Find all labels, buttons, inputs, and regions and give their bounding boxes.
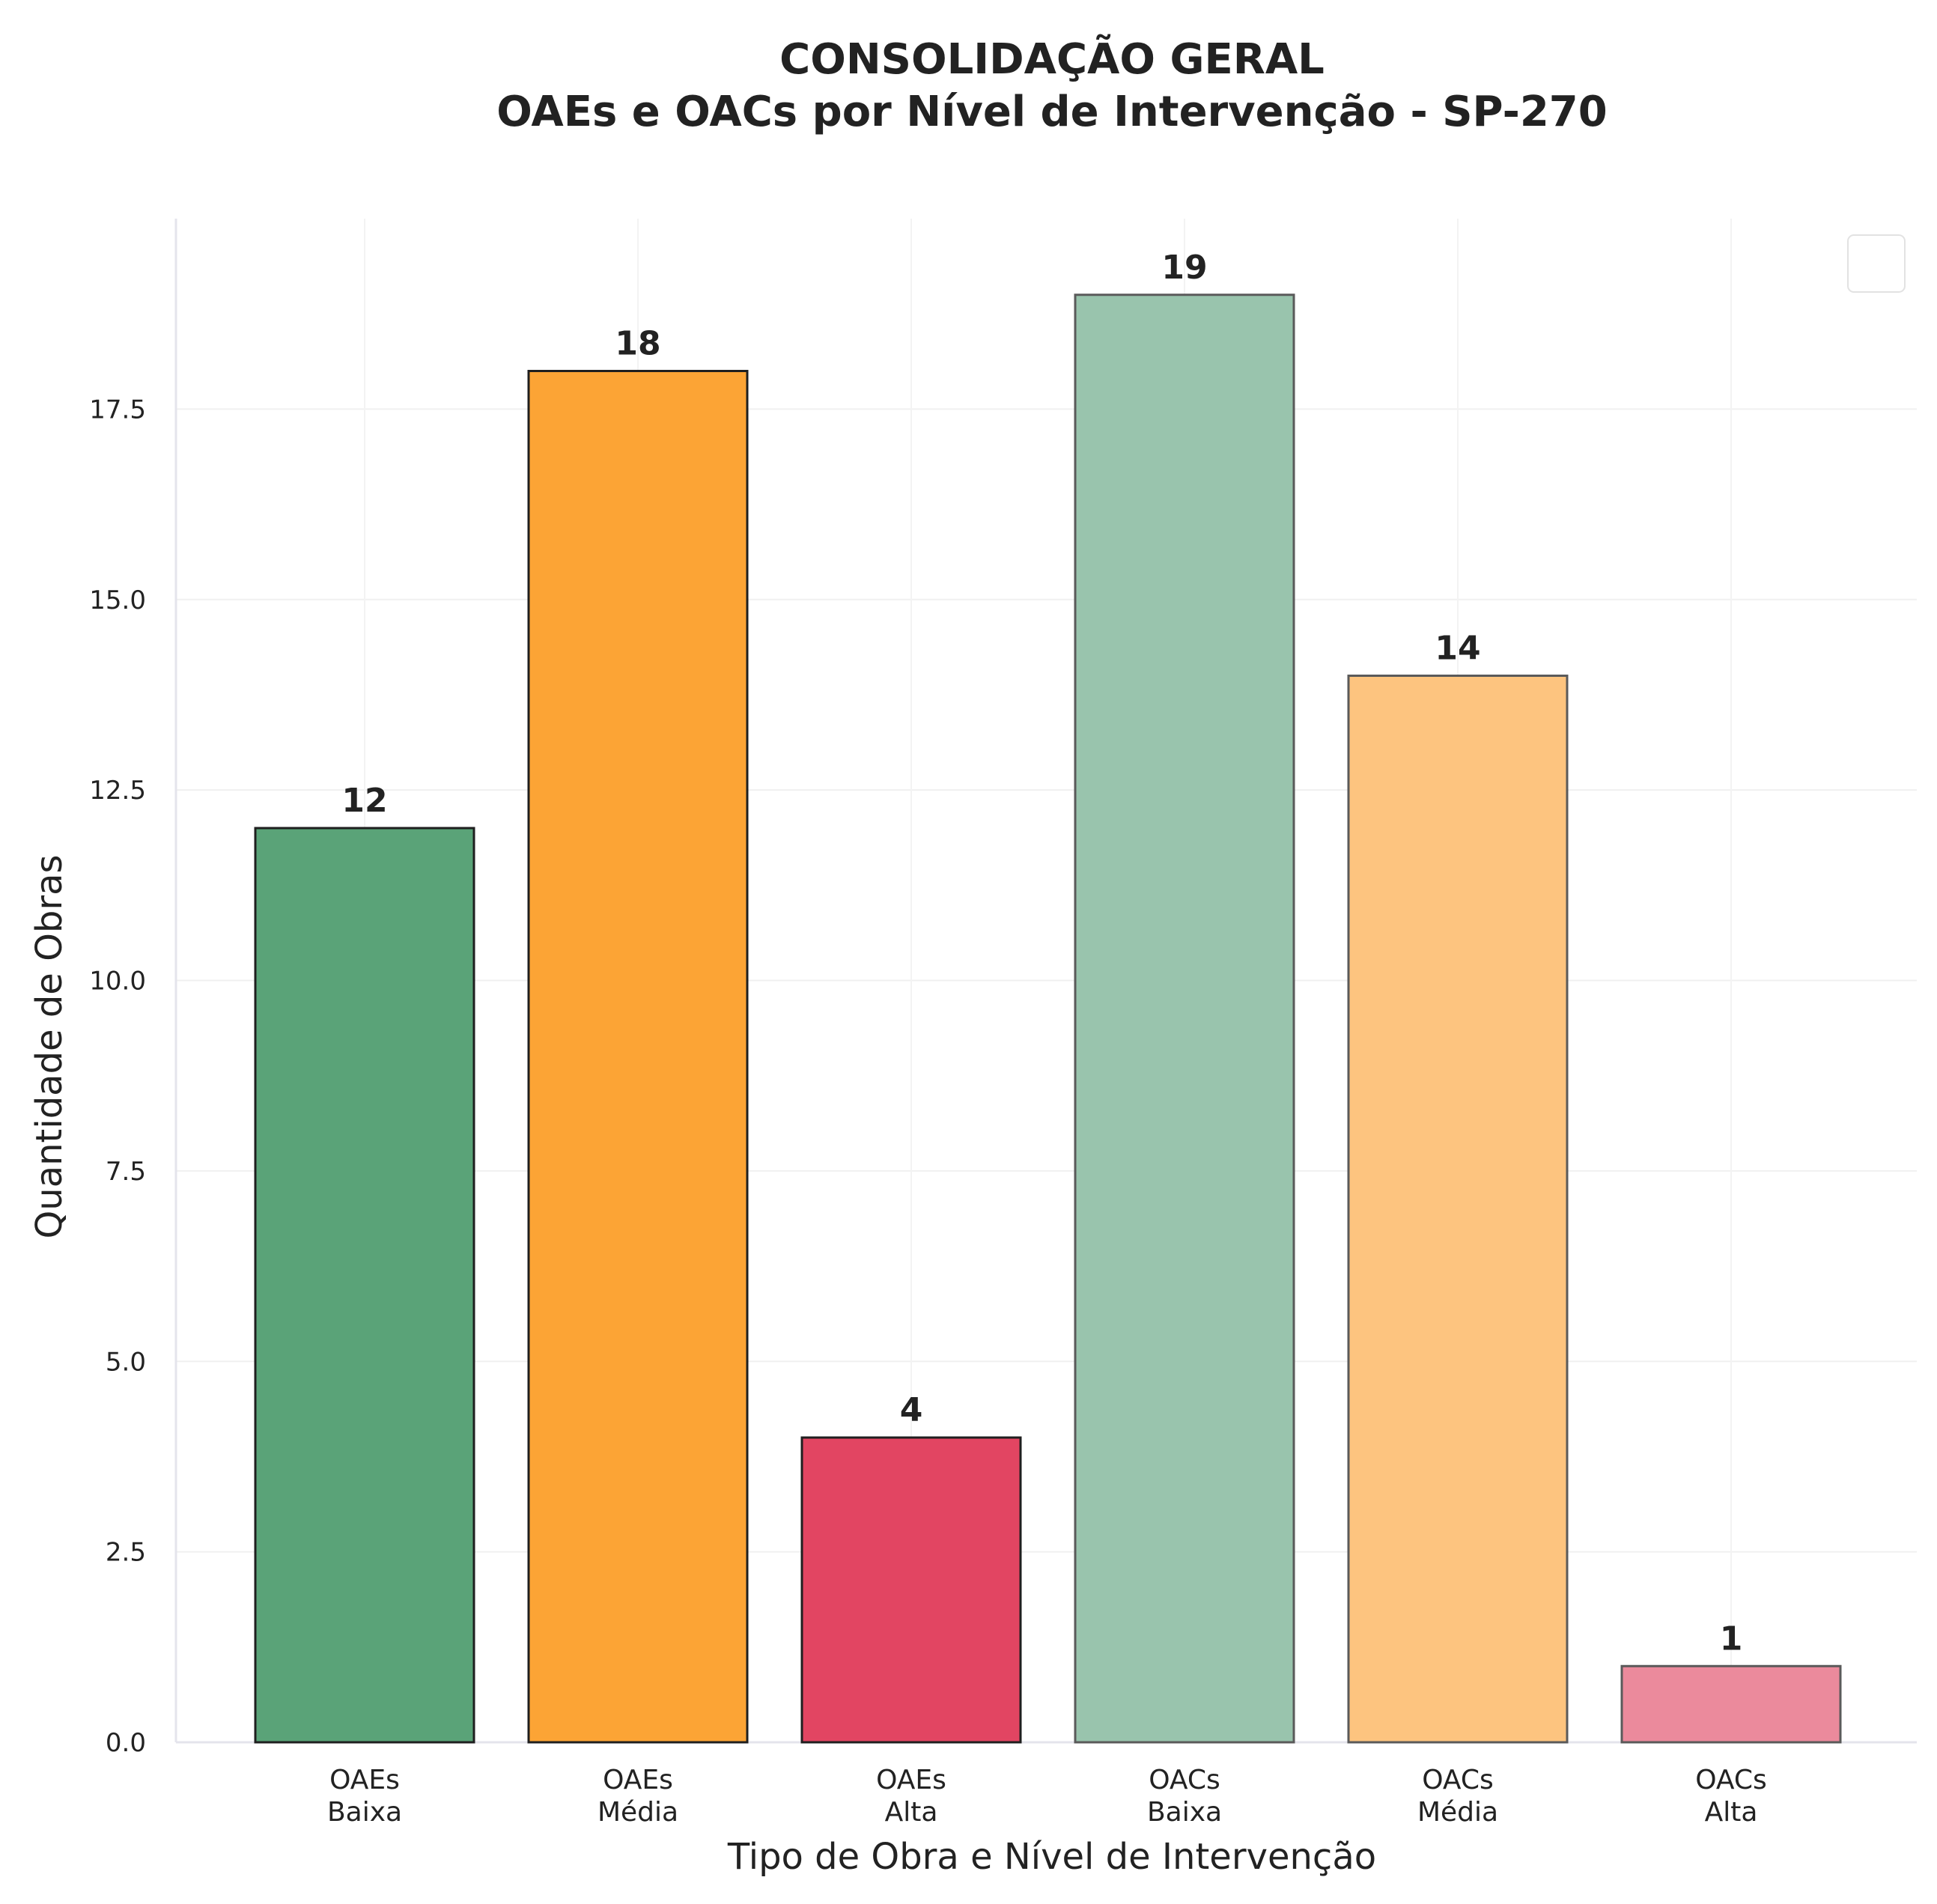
y-tick-label: 7.5 <box>106 1157 146 1187</box>
bar-value-label: 4 <box>900 1391 923 1429</box>
legend-box <box>1847 234 1906 293</box>
tick-labels: 0.02.55.07.510.012.515.017.5OAEsBaixaOAE… <box>89 395 1767 1828</box>
value-labels: 12 18 4 19 14 1 <box>341 249 1742 1658</box>
x-tick-label-level: Baixa <box>327 1797 402 1828</box>
bar <box>1620 1664 1842 1744</box>
x-tick-label-level: Alta <box>1705 1797 1758 1828</box>
bar <box>527 370 749 1744</box>
bar <box>1074 293 1295 1744</box>
bar-value-label: 1 <box>1720 1619 1743 1658</box>
chart-subtitle: OAEs e OACs por Nível de Intervenção - S… <box>496 88 1607 136</box>
x-tick-label-level: Baixa <box>1147 1797 1222 1828</box>
x-tick-label-type: OAEs <box>876 1765 946 1795</box>
y-tick-label: 15.0 <box>89 586 146 615</box>
x-tick-label-type: OAEs <box>603 1765 673 1795</box>
y-tick-label: 0.0 <box>106 1728 146 1758</box>
x-tick-label-level: Alta <box>885 1797 938 1828</box>
x-tick-label-level: Média <box>597 1797 678 1828</box>
bar-value-label: 14 <box>1435 630 1480 668</box>
x-axis-label: Tipo de Obra e Nível de Intervenção <box>727 1836 1376 1878</box>
x-tick-label-type: OAEs <box>329 1765 400 1795</box>
y-tick-label: 17.5 <box>89 395 146 425</box>
y-tick-label: 10.0 <box>89 967 146 997</box>
chart-title: CONSOLIDAÇÃO GERAL <box>779 34 1325 84</box>
y-tick-label: 5.0 <box>106 1347 146 1377</box>
bar <box>254 827 475 1744</box>
bar-value-label: 12 <box>341 782 387 820</box>
x-tick-label-type: OACs <box>1695 1765 1767 1795</box>
x-tick-label-type: OACs <box>1149 1765 1220 1795</box>
bars <box>254 293 1842 1744</box>
x-tick-label-level: Média <box>1417 1797 1498 1828</box>
y-tick-label: 12.5 <box>89 776 146 806</box>
y-tick-label: 2.5 <box>106 1538 146 1568</box>
bar <box>800 1436 1022 1744</box>
bar-value-label: 18 <box>615 325 660 363</box>
y-axis-label: Quantidade de Obras <box>28 855 70 1239</box>
bar-value-label: 19 <box>1161 249 1207 287</box>
bar <box>1347 675 1569 1744</box>
x-tick-label-type: OACs <box>1422 1765 1494 1795</box>
